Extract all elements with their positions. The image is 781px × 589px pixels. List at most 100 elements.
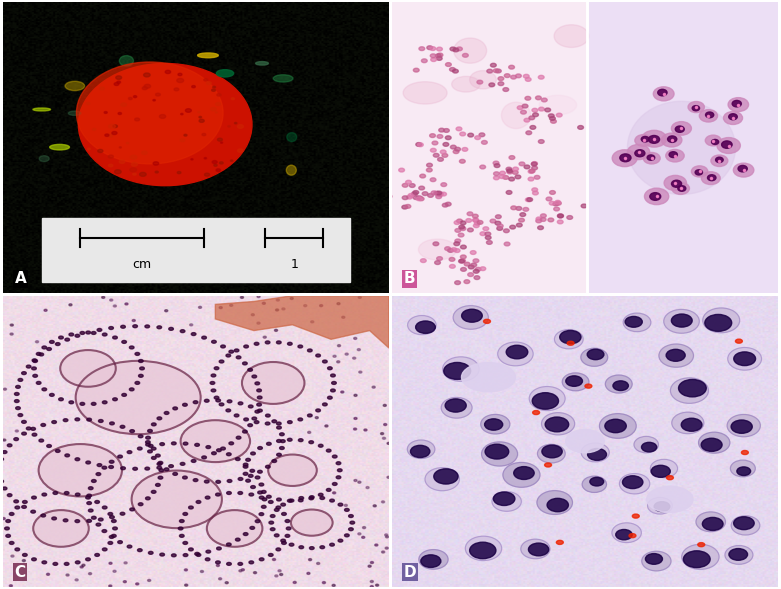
Ellipse shape <box>248 474 253 477</box>
Ellipse shape <box>319 494 323 496</box>
Ellipse shape <box>460 221 466 225</box>
Ellipse shape <box>3 388 6 390</box>
Ellipse shape <box>330 389 335 392</box>
Ellipse shape <box>666 476 673 479</box>
Ellipse shape <box>541 98 547 102</box>
Ellipse shape <box>270 528 275 531</box>
Ellipse shape <box>95 501 99 504</box>
Ellipse shape <box>102 530 107 532</box>
Ellipse shape <box>23 554 27 557</box>
Ellipse shape <box>214 396 219 399</box>
Ellipse shape <box>255 476 260 479</box>
Ellipse shape <box>80 332 84 335</box>
Ellipse shape <box>451 145 456 149</box>
Ellipse shape <box>212 340 216 343</box>
Ellipse shape <box>226 543 231 546</box>
Ellipse shape <box>383 405 387 406</box>
Ellipse shape <box>511 75 516 79</box>
Ellipse shape <box>402 183 408 187</box>
Ellipse shape <box>237 356 241 359</box>
Ellipse shape <box>722 141 732 148</box>
Ellipse shape <box>148 450 152 453</box>
Ellipse shape <box>436 191 442 195</box>
Ellipse shape <box>289 499 294 502</box>
Ellipse shape <box>205 558 210 561</box>
Ellipse shape <box>109 562 112 564</box>
Ellipse shape <box>255 382 259 385</box>
Ellipse shape <box>102 548 107 551</box>
Ellipse shape <box>282 541 287 544</box>
Ellipse shape <box>523 74 530 78</box>
Text: B: B <box>404 272 415 286</box>
Ellipse shape <box>565 376 583 386</box>
Ellipse shape <box>419 197 424 201</box>
Ellipse shape <box>527 198 533 201</box>
Ellipse shape <box>462 147 468 151</box>
Ellipse shape <box>115 170 121 174</box>
Bar <box>589 2 778 293</box>
Ellipse shape <box>0 480 4 483</box>
Ellipse shape <box>402 196 408 200</box>
Ellipse shape <box>487 240 492 244</box>
Ellipse shape <box>354 428 357 430</box>
Ellipse shape <box>507 170 513 174</box>
Ellipse shape <box>243 472 248 475</box>
Ellipse shape <box>480 232 486 236</box>
Ellipse shape <box>53 562 58 565</box>
Ellipse shape <box>405 204 411 209</box>
Ellipse shape <box>255 62 269 65</box>
Ellipse shape <box>298 499 303 502</box>
Ellipse shape <box>173 407 177 410</box>
Ellipse shape <box>494 69 499 72</box>
Ellipse shape <box>492 492 522 511</box>
Ellipse shape <box>481 415 510 434</box>
Ellipse shape <box>180 420 250 462</box>
Ellipse shape <box>647 155 654 160</box>
Ellipse shape <box>183 541 187 544</box>
Ellipse shape <box>415 143 422 146</box>
Ellipse shape <box>75 335 80 337</box>
Ellipse shape <box>442 203 448 207</box>
Ellipse shape <box>276 498 281 501</box>
Ellipse shape <box>239 570 242 572</box>
Ellipse shape <box>138 375 143 378</box>
Ellipse shape <box>455 229 461 232</box>
Ellipse shape <box>87 494 91 497</box>
Ellipse shape <box>205 173 209 176</box>
Ellipse shape <box>540 214 546 218</box>
Ellipse shape <box>152 447 156 450</box>
Ellipse shape <box>605 375 632 393</box>
Ellipse shape <box>370 561 373 564</box>
Ellipse shape <box>22 421 27 423</box>
Ellipse shape <box>146 443 151 446</box>
Ellipse shape <box>615 530 632 540</box>
Ellipse shape <box>276 454 281 456</box>
Ellipse shape <box>281 503 286 506</box>
Ellipse shape <box>487 70 493 73</box>
Ellipse shape <box>448 249 454 252</box>
Ellipse shape <box>102 466 107 469</box>
Ellipse shape <box>386 194 392 198</box>
Ellipse shape <box>620 154 631 162</box>
Ellipse shape <box>515 175 521 179</box>
Ellipse shape <box>494 164 500 167</box>
Ellipse shape <box>350 521 355 524</box>
Ellipse shape <box>0 472 2 475</box>
Ellipse shape <box>330 499 334 502</box>
Ellipse shape <box>435 261 440 264</box>
Ellipse shape <box>364 429 367 431</box>
Ellipse shape <box>430 47 436 51</box>
Ellipse shape <box>257 389 262 392</box>
Ellipse shape <box>532 393 558 409</box>
Ellipse shape <box>536 96 541 100</box>
Ellipse shape <box>281 539 286 542</box>
Ellipse shape <box>444 128 449 133</box>
Ellipse shape <box>462 54 469 57</box>
Ellipse shape <box>75 579 78 581</box>
Ellipse shape <box>63 419 68 422</box>
Ellipse shape <box>368 565 371 567</box>
Ellipse shape <box>461 267 466 272</box>
Bar <box>41 218 351 282</box>
Ellipse shape <box>198 53 219 58</box>
Ellipse shape <box>473 219 479 222</box>
